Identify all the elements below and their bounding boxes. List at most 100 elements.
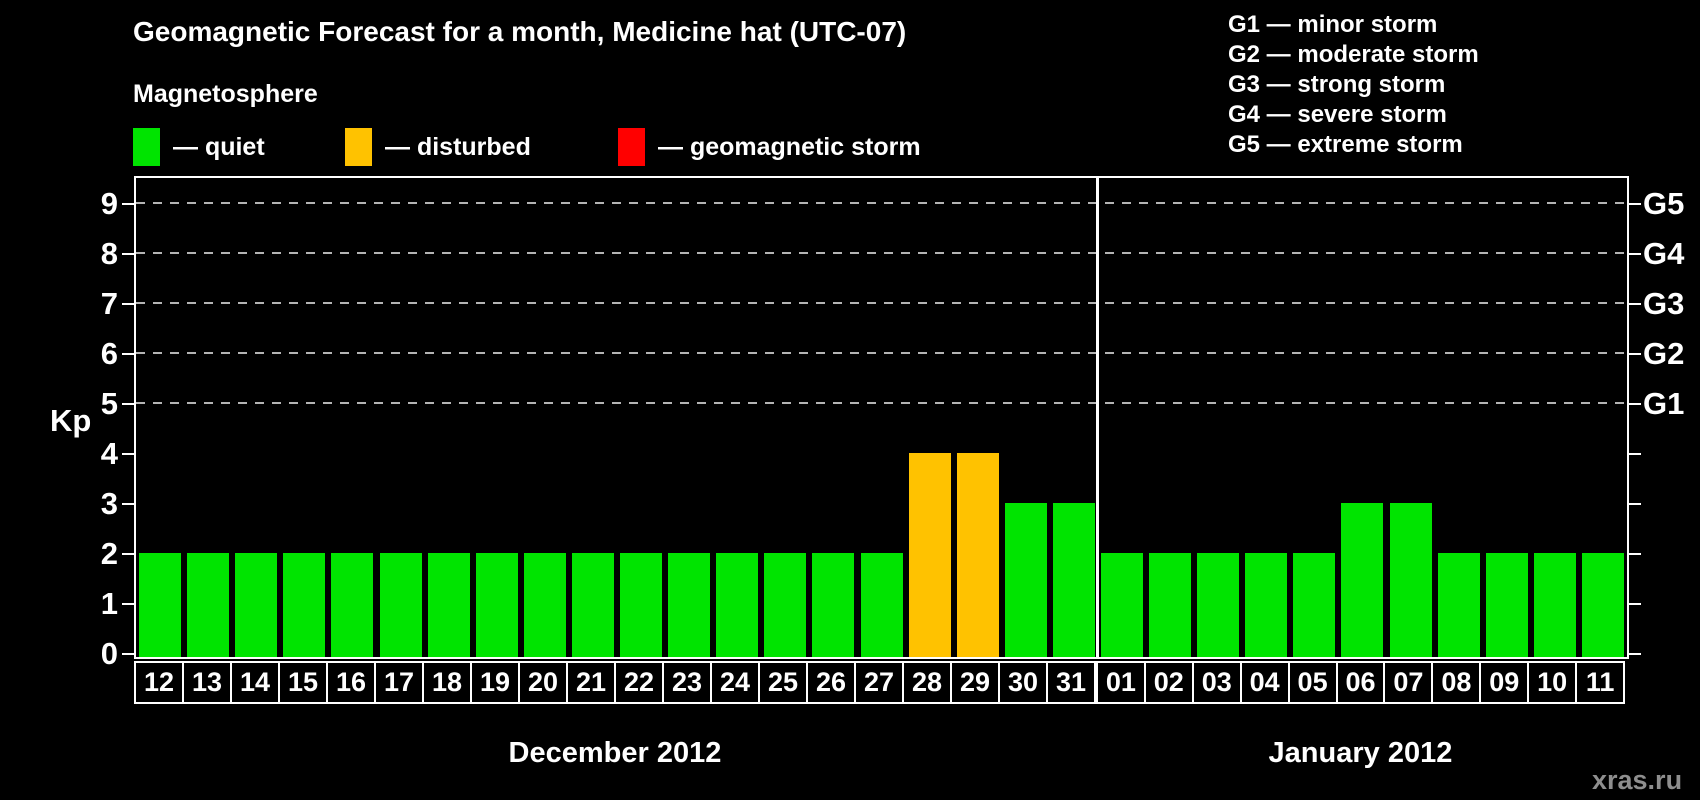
right-axis-tick [1629, 453, 1641, 455]
kp-tick-label: 5 [100, 386, 118, 421]
kp-bar-day-31 [1052, 503, 1095, 657]
kp-bar-day-19 [475, 553, 518, 657]
kp-bar-day-17 [379, 553, 422, 657]
storm-scale-legend-entry: G2 — moderate storm [1228, 41, 1479, 68]
day-label-13: 13 [182, 663, 230, 702]
kp-tick-label: 3 [100, 486, 118, 521]
gridline-kp8 [136, 252, 1627, 254]
day-label-03: 03 [1191, 663, 1240, 702]
day-label-28: 28 [902, 663, 950, 702]
kp-bar-day-26 [812, 553, 855, 657]
left-axis-tick [122, 653, 134, 655]
kp-bar-day-14 [235, 553, 278, 657]
left-axis-tick [122, 353, 134, 355]
gridline-kp7 [136, 302, 1627, 304]
kp-tick-label: 0 [100, 636, 118, 671]
legend-item-storm: — geomagnetic storm [618, 127, 921, 167]
kp-bar-day-22 [620, 553, 663, 657]
day-label-30: 30 [998, 663, 1046, 702]
day-label-27: 27 [854, 663, 902, 702]
storm-scale-legend: G1 — minor storm G2 — moderate storm G3 — … [1228, 10, 1479, 160]
day-label-14: 14 [230, 663, 278, 702]
left-axis-tick [122, 203, 134, 205]
day-label-02: 02 [1143, 663, 1192, 702]
kp-tick-label: 9 [100, 186, 118, 221]
right-axis-tick [1629, 253, 1641, 255]
g-scale-label-g1: G1 [1643, 386, 1685, 421]
left-axis-tick [122, 453, 134, 455]
month-divider-line [1096, 178, 1100, 657]
left-axis-tick [122, 303, 134, 305]
kp-bar-day-07 [1389, 503, 1432, 657]
kp-tick-label: 6 [100, 336, 118, 371]
kp-bar-day-13 [187, 553, 230, 657]
legend-item-label: — geomagnetic storm [658, 132, 921, 161]
chart-title: Geomagnetic Forecast for a month, Medici… [133, 16, 907, 47]
day-label-18: 18 [422, 663, 470, 702]
watermark: xras.ru [1592, 765, 1683, 795]
day-label-10: 10 [1527, 663, 1575, 702]
kp-bar-day-24 [716, 553, 759, 657]
kp-bar-day-03 [1197, 553, 1240, 657]
day-row-january: 01 02 03 04 05 06 07 08 09 10 11 [1095, 661, 1625, 704]
kp-bar-day-30 [1004, 503, 1047, 657]
magnetosphere-legend: — quiet — disturbed — geomagnetic storm [133, 127, 1033, 167]
day-label-19: 19 [470, 663, 518, 702]
storm-scale-legend-entry: G5 — extreme storm [1228, 131, 1463, 158]
kp-bar-day-18 [427, 553, 470, 657]
day-label-04: 04 [1239, 663, 1288, 702]
day-label-09: 09 [1479, 663, 1527, 702]
kp-bar-day-01 [1100, 553, 1143, 657]
month-label-january: January 2012 [1268, 737, 1453, 769]
right-axis-tick [1629, 653, 1641, 655]
day-label-15: 15 [278, 663, 326, 702]
kp-tick-label: 2 [100, 536, 118, 571]
right-axis-tick [1629, 603, 1641, 605]
day-label-06: 06 [1335, 663, 1384, 702]
kp-tick-label: 4 [100, 436, 118, 471]
gridline-kp6 [136, 352, 1627, 354]
left-axis-tick [122, 253, 134, 255]
right-axis-tick [1629, 503, 1641, 505]
storm-scale-legend-entry: G3 — strong storm [1228, 71, 1446, 98]
magnetosphere-label: Magnetosphere [133, 80, 318, 108]
plot-area: 0 1 2 3 4 5 6 7 8 9 G1 G2 G3 G4 G5 [101, 176, 1684, 671]
month-label-december: December 2012 [508, 737, 722, 769]
kp-tick-label: 8 [100, 236, 118, 271]
day-label-01: 01 [1105, 667, 1136, 697]
kp-bar-day-11 [1581, 553, 1624, 657]
left-axis-tick [122, 403, 134, 405]
kp-bar-day-12 [139, 553, 182, 657]
day-label-29: 29 [950, 663, 998, 702]
day-label-23: 23 [662, 663, 710, 702]
kp-tick-label: 7 [100, 286, 118, 321]
day-label-17: 17 [374, 663, 422, 702]
day-label-21: 21 [566, 663, 614, 702]
storm-scale-legend-entry: G1 — minor storm [1228, 11, 1438, 38]
kp-bar-day-16 [331, 553, 374, 657]
disturbed-color-swatch [345, 128, 372, 166]
kp-bar-day-23 [668, 553, 711, 657]
kp-bar-day-25 [764, 553, 807, 657]
g-scale-label-g5: G5 [1643, 186, 1685, 221]
day-label-05: 05 [1287, 663, 1336, 702]
kp-bar-day-15 [283, 553, 326, 657]
g-scale-label-g4: G4 [1643, 236, 1685, 271]
kp-bar-day-06 [1341, 503, 1384, 657]
quiet-color-swatch [133, 128, 160, 166]
day-label-31: 31 [1046, 663, 1094, 702]
day-label-12: 12 [143, 667, 175, 697]
gridline-kp5 [136, 402, 1627, 404]
day-label-25: 25 [758, 663, 806, 702]
day-label-24: 24 [710, 663, 758, 702]
kp-bar-day-04 [1245, 553, 1288, 657]
left-axis-tick [122, 553, 134, 555]
day-row-december: 12 13 14 15 16 17 18 19 20 21 22 23 24 25 26 27 28 29 30 31 [134, 661, 1096, 704]
kp-bar-day-05 [1293, 553, 1336, 657]
day-label-07: 07 [1383, 663, 1431, 702]
right-axis-tick [1629, 303, 1641, 305]
right-axis-tick [1629, 203, 1641, 205]
g-scale-label-g2: G2 [1643, 336, 1685, 371]
day-label-20: 20 [518, 663, 566, 702]
kp-bar-day-29 [956, 453, 999, 657]
